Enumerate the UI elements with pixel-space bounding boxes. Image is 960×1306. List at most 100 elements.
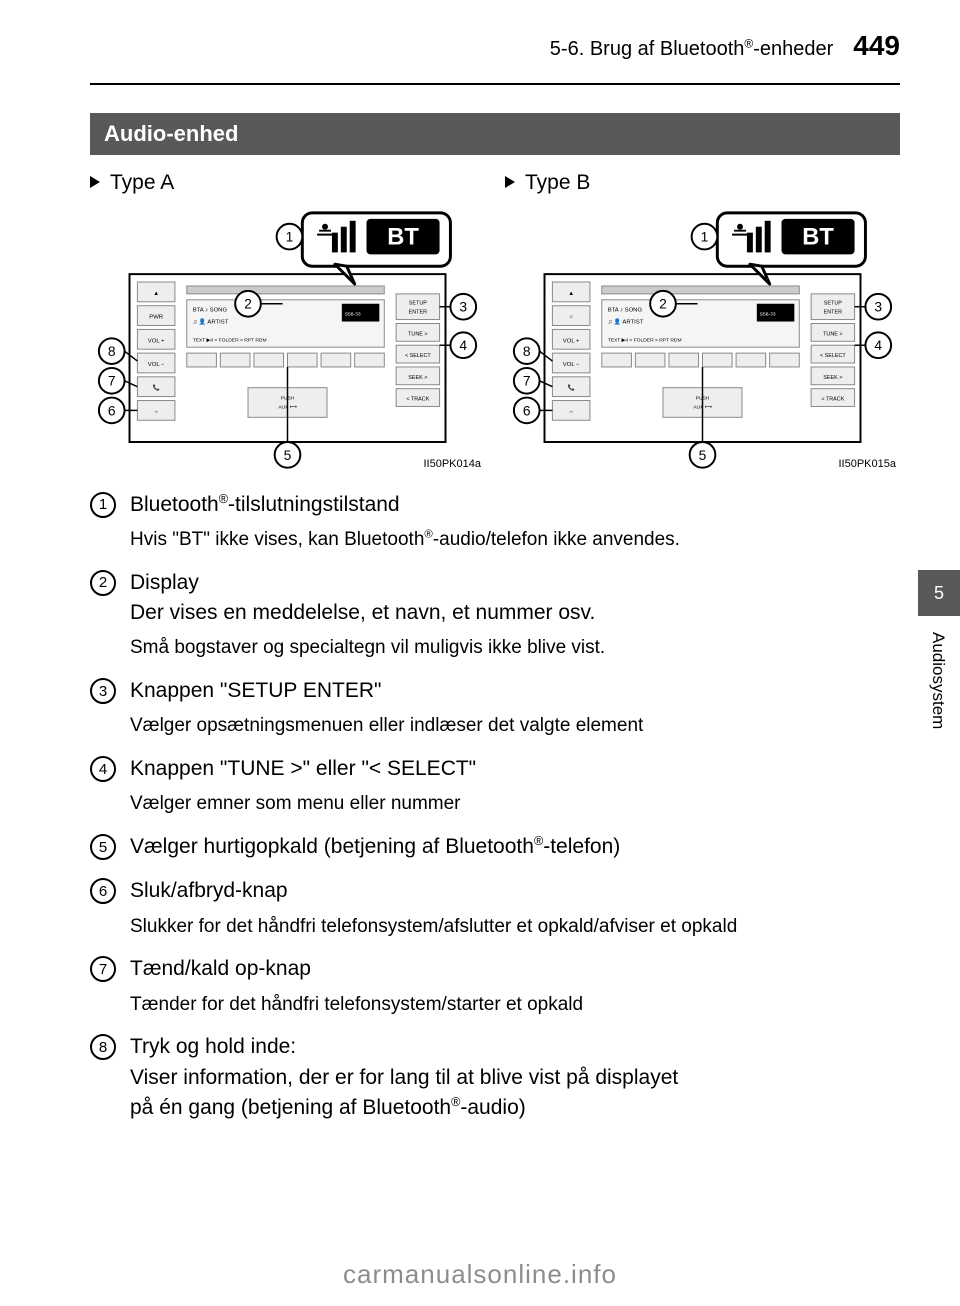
fig-code-b: II50PK015a xyxy=(839,458,897,470)
radio-b-svg: ▲ ○ VOL + VOL − 📞 ⌢ SETUP ENTER TUNE > < … xyxy=(505,205,900,472)
svg-text:4: 4 xyxy=(459,337,467,353)
svg-text:VOL +: VOL + xyxy=(563,338,580,344)
svg-text:○: ○ xyxy=(569,315,573,321)
item-number: 4 xyxy=(90,756,116,782)
svg-text:BT: BT xyxy=(802,225,834,251)
header-divider xyxy=(90,83,900,85)
chapter-tab-number: 5 xyxy=(918,570,960,616)
svg-text:4: 4 xyxy=(874,337,882,353)
item-list: 1 Bluetooth®-tilslutningstilstand Hvis "… xyxy=(90,490,900,1124)
radio-a-svg: ▲ PWR VOL + VOL − 📞 ⌢ SETUPENTER TUNE > … xyxy=(90,205,485,472)
pwr-button: PWR xyxy=(149,315,163,321)
item-body: Tænd/kald op-knap Tænder for det håndfri… xyxy=(130,954,900,1018)
side-tab: 5 Audiosystem xyxy=(918,570,960,745)
item-body: Knappen "SETUP ENTER" Vælger opsætningsm… xyxy=(130,676,900,740)
svg-text:TUNE >: TUNE > xyxy=(408,331,427,337)
svg-text:3: 3 xyxy=(874,299,882,315)
item-number: 1 xyxy=(90,492,116,518)
svg-text:5: 5 xyxy=(699,447,707,463)
svg-text:TUNE >: TUNE > xyxy=(823,331,842,337)
registered-icon: ® xyxy=(219,492,228,506)
item-number: 2 xyxy=(90,570,116,596)
svg-text:7: 7 xyxy=(523,373,531,389)
svg-text:8: 8 xyxy=(108,343,116,359)
item-number: 8 xyxy=(90,1034,116,1060)
svg-text:< SELECT: < SELECT xyxy=(405,353,431,359)
svg-text:3: 3 xyxy=(459,299,467,315)
svg-text:S58-33: S58-33 xyxy=(760,312,776,318)
list-item: 8 Tryk og hold inde: Viser information, … xyxy=(90,1032,900,1123)
triangle-icon xyxy=(90,176,100,188)
item-sub: Tænder for det håndfri telefonsystem/sta… xyxy=(130,991,900,1019)
svg-text:5: 5 xyxy=(284,447,292,463)
svg-text:< TRACK: < TRACK xyxy=(406,397,429,403)
item-body: Vælger hurtigopkald (betjening af Blueto… xyxy=(130,832,900,862)
svg-text:▲: ▲ xyxy=(568,291,574,297)
item-body: Bluetooth®-tilslutningstilstand Hvis "BT… xyxy=(130,490,900,554)
svg-text:📞: 📞 xyxy=(152,384,160,392)
svg-text:♫ 👤 ARTIST: ♫ 👤 ARTIST xyxy=(608,318,644,326)
item-body: Knappen "TUNE >" eller "< SELECT" Vælger… xyxy=(130,754,900,818)
page-header: 5-6. Brug af Bluetooth®-enheder 449 xyxy=(90,30,900,68)
item-sub: Vælger emner som menu eller nummer xyxy=(130,790,900,818)
svg-text:VOL −: VOL − xyxy=(148,362,165,368)
svg-text:2: 2 xyxy=(659,296,667,312)
header-section-text: 5-6. Brug af Bluetooth®-enheder xyxy=(550,36,833,61)
svg-text:2: 2 xyxy=(244,296,252,312)
type-b-label: Type B xyxy=(505,171,900,195)
svg-text:ENTER: ENTER xyxy=(409,310,427,316)
list-item: 6 Sluk/afbryd-knap Slukker for det håndf… xyxy=(90,876,900,940)
item-number: 5 xyxy=(90,834,116,860)
list-item: 2 Display Der vises en meddelelse, et na… xyxy=(90,568,900,662)
watermark: carmanualsonline.info xyxy=(0,1259,960,1290)
svg-text:⌢: ⌢ xyxy=(154,409,158,415)
manual-page: 5-6. Brug af Bluetooth®-enheder 449 Audi… xyxy=(0,0,960,1306)
svg-text:⌢: ⌢ xyxy=(569,409,573,415)
list-item: 5 Vælger hurtigopkald (betjening af Blue… xyxy=(90,832,900,862)
triangle-icon xyxy=(505,176,515,188)
svg-text:TEXT ▶II < FOLDER > RPT: TEXT ▶II < FOLDER > RPT RDM xyxy=(193,337,267,343)
svg-text:< TRACK: < TRACK xyxy=(821,397,844,403)
section-title: Audio-enhed xyxy=(90,113,900,155)
svg-text:SEEK >: SEEK > xyxy=(408,375,427,381)
svg-text:1: 1 xyxy=(701,229,709,245)
svg-text:1: 1 xyxy=(286,229,294,245)
list-item: 1 Bluetooth®-tilslutningstilstand Hvis "… xyxy=(90,490,900,554)
svg-text:6: 6 xyxy=(523,402,531,418)
item-body: Sluk/afbryd-knap Slukker for det håndfri… xyxy=(130,876,900,940)
svg-text:VOL +: VOL + xyxy=(148,338,165,344)
svg-text:TEXT ▶II < FOLDER > RPT: TEXT ▶II < FOLDER > RPT RDM xyxy=(608,337,682,343)
type-b-figure: ▲ ○ VOL + VOL − 📞 ⌢ SETUP ENTER TUNE > < … xyxy=(505,205,900,472)
type-b-column: Type B ▲ ○ VOL + VOL − 📞 ⌢ SETUP ENTER xyxy=(505,171,900,472)
svg-text:📞: 📞 xyxy=(567,384,575,392)
chapter-tab-label: Audiosystem xyxy=(928,616,948,745)
svg-text:BTA ♪ SONG: BTA ♪ SONG xyxy=(193,308,228,314)
type-a-figure: ▲ PWR VOL + VOL − 📞 ⌢ SETUPENTER TUNE > … xyxy=(90,205,485,472)
svg-text:SEEK >: SEEK > xyxy=(823,375,842,381)
item-body: Display Der vises en meddelelse, et navn… xyxy=(130,568,900,662)
item-number: 6 xyxy=(90,878,116,904)
list-item: 3 Knappen "SETUP ENTER" Vælger opsætning… xyxy=(90,676,900,740)
list-item: 7 Tænd/kald op-knap Tænder for det håndf… xyxy=(90,954,900,1018)
page-number: 449 xyxy=(853,30,900,62)
svg-text:SETUP: SETUP xyxy=(409,301,427,307)
svg-text:VOL −: VOL − xyxy=(563,362,580,368)
svg-text:♫ 👤 ARTIST: ♫ 👤 ARTIST xyxy=(193,318,229,326)
svg-text:< SELECT: < SELECT xyxy=(820,353,846,359)
item-sub: Små bogstaver og specialtegn vil muligvi… xyxy=(130,634,900,662)
svg-text:7: 7 xyxy=(108,373,116,389)
type-a-column: Type A ▲ PWR VOL + VOL − 📞 ⌢ xyxy=(90,171,485,472)
item-number: 7 xyxy=(90,956,116,982)
item-sub: Slukker for det håndfri telefonsystem/af… xyxy=(130,913,900,941)
types-row: Type A ▲ PWR VOL + VOL − 📞 ⌢ xyxy=(90,171,900,472)
svg-text:SETUP: SETUP xyxy=(824,301,842,307)
fig-code-a: II50PK014a xyxy=(424,458,482,470)
section-text-raw: 5-6. Brug af Bluetooth®-enheder xyxy=(550,38,833,60)
item-sub: Vælger opsætningsmenuen eller indlæser d… xyxy=(130,712,900,740)
svg-text:8: 8 xyxy=(523,343,531,359)
svg-text:ENTER: ENTER xyxy=(824,310,842,316)
svg-text:BTA ♪ SONG: BTA ♪ SONG xyxy=(608,308,643,314)
item-number: 3 xyxy=(90,678,116,704)
item-sub: Hvis "BT" ikke vises, kan Bluetooth®-aud… xyxy=(130,526,900,554)
item-body: Tryk og hold inde: Viser information, de… xyxy=(130,1032,900,1123)
